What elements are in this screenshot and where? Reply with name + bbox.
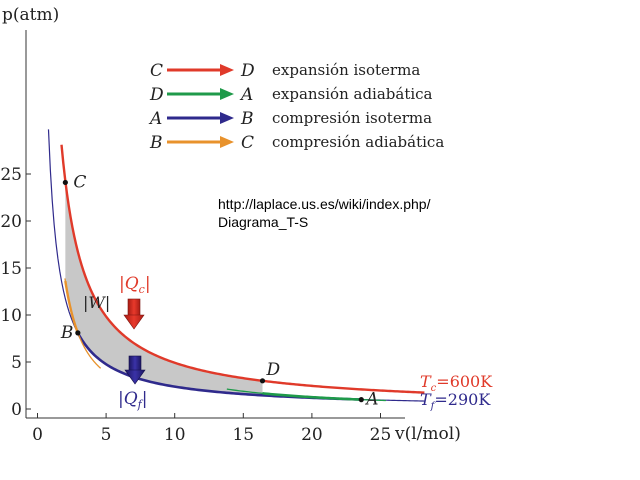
state-point-label: B xyxy=(60,323,74,343)
state-point-label: D xyxy=(266,360,281,380)
y-tick-label: 15 xyxy=(0,259,22,279)
heat-out-label: |Qf| xyxy=(118,389,147,411)
t-hot-label: Tc=600K xyxy=(420,372,493,394)
legend-from-label: D xyxy=(149,85,164,105)
adiabat-bc-cycle-segment xyxy=(64,280,79,334)
x-tick-label: 25 xyxy=(370,425,392,445)
legend-arrow-head xyxy=(220,88,234,100)
legend-from-label: B xyxy=(149,133,163,153)
legend-from-label: C xyxy=(150,61,163,81)
t-cold-label: Tf=290K xyxy=(420,390,491,412)
legend-item-label: compresión isoterma xyxy=(272,109,432,127)
x-tick-label: 20 xyxy=(301,425,323,445)
source-url-line-1: http://laplace.us.es/wiki/index.php/ xyxy=(218,196,431,212)
legend-to-label: D xyxy=(240,61,255,81)
y-tick-label: 5 xyxy=(11,353,22,373)
legend-item-label: compresión adiabática xyxy=(272,133,444,151)
x-tick-label: 0 xyxy=(32,425,43,445)
legend-item-label: expansión isoterma xyxy=(272,61,420,79)
state-point-label: C xyxy=(73,172,86,192)
source-url-line-2: Diagrama_T-S xyxy=(218,214,309,230)
heat-out-arrow xyxy=(124,355,146,385)
y-tick-label: 20 xyxy=(0,212,22,232)
state-points: C D A B xyxy=(60,172,379,409)
x-tick-label: 15 xyxy=(232,425,254,445)
state-point-d xyxy=(259,378,266,384)
legend-to-label: B xyxy=(240,109,254,129)
y-tick-label: 25 xyxy=(0,165,22,185)
state-point-c xyxy=(62,179,68,186)
heat-in-label: |Qc| xyxy=(119,274,151,296)
heat-in-arrow xyxy=(123,298,145,330)
state-point-a xyxy=(358,397,364,403)
legend-from-label: A xyxy=(148,109,162,129)
state-point-b xyxy=(75,330,81,336)
legend-to-label: A xyxy=(239,85,253,105)
legend-item-label: expansión adiabática xyxy=(272,85,433,103)
state-point-label: A xyxy=(364,390,378,410)
x-tick-label: 10 xyxy=(164,425,186,445)
x-axis-label: v(l/mol) xyxy=(394,424,461,444)
legend-arrow-head xyxy=(220,136,234,148)
work-label: |W| xyxy=(83,293,110,312)
y-tick-label: 10 xyxy=(0,306,22,326)
x-tick-label: 5 xyxy=(101,425,112,445)
axis-ticks: 0 5 10 15 20 25 0 5 10 15 20 25 xyxy=(0,165,391,445)
legend-arrow-head xyxy=(220,64,234,76)
adiabat-da-cycle-segment xyxy=(262,392,362,401)
legend-arrow-head xyxy=(220,112,234,124)
y-tick-label: 0 xyxy=(11,400,22,420)
y-axis-label: p(atm) xyxy=(2,5,59,25)
isotherm-hot-curve xyxy=(60,144,425,394)
source-url-note: http://laplace.us.es/wiki/index.php/ Dia… xyxy=(218,195,430,231)
legend-to-label: C xyxy=(241,133,254,153)
